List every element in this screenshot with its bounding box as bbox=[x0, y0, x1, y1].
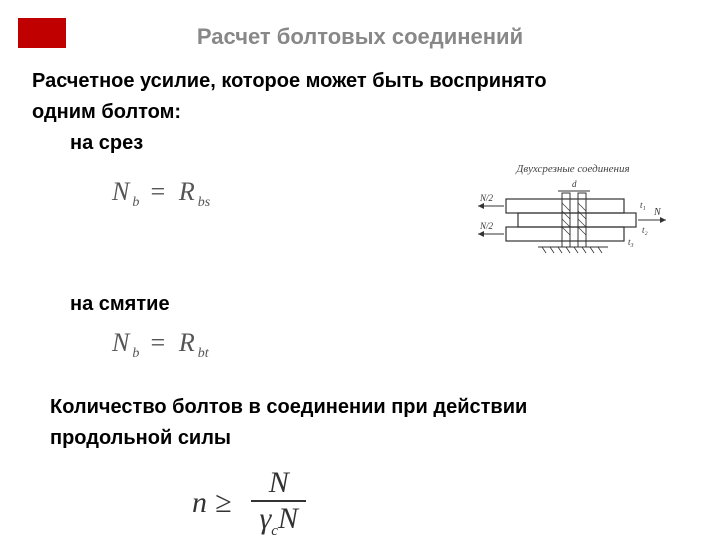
case-bearing-label: на смятие bbox=[32, 291, 688, 318]
bearing-R: R bbox=[179, 328, 198, 357]
bolt-diagram: Двухсрезные соединения bbox=[468, 163, 678, 277]
count-fraction: N γcN bbox=[251, 466, 306, 540]
bearing-N-sub: b bbox=[132, 346, 139, 361]
bearing-N: N bbox=[112, 328, 132, 357]
den-sub: c bbox=[271, 523, 278, 539]
intro-line-2: одним болтом: bbox=[32, 99, 688, 126]
shear-N-sub: b bbox=[132, 195, 139, 210]
label-n-right: N bbox=[653, 207, 662, 218]
label-t3: t₃ bbox=[628, 237, 634, 247]
count-formula: n ≥ N γcN bbox=[32, 456, 688, 540]
shear-N: N bbox=[112, 177, 132, 206]
content-area: Расчетное усилие, которое может быть вос… bbox=[0, 68, 720, 540]
bolt-diagram-svg: N/2 N/2 N t₁ t₂ t₃ d bbox=[468, 177, 678, 272]
intro-line-1: Расчетное усилие, которое может быть вос… bbox=[32, 68, 688, 95]
shear-formula: Nb = Rbs bbox=[32, 163, 210, 211]
case-shear-label: на срез bbox=[32, 130, 688, 157]
count-line-1: Количество болтов в соединении при дейст… bbox=[32, 394, 688, 421]
label-d: d bbox=[572, 179, 577, 189]
count-op: ≥ bbox=[215, 486, 231, 520]
shear-R-sub: bs bbox=[198, 195, 210, 210]
diagram-title: Двухсрезные соединения bbox=[468, 163, 678, 175]
label-n2-top: N/2 bbox=[479, 193, 494, 203]
page-title: Расчет болтовых соединений bbox=[0, 0, 720, 68]
shear-formula-row: Nb = Rbs Двухсрезные соединения bbox=[32, 163, 688, 277]
bearing-R-sub: bt bbox=[198, 346, 209, 361]
count-n: n bbox=[192, 486, 207, 520]
den-N: N bbox=[278, 502, 298, 535]
label-t1: t₁ bbox=[640, 200, 646, 210]
accent-block bbox=[18, 18, 66, 48]
label-t2: t₂ bbox=[642, 225, 648, 235]
den-gamma: γ bbox=[259, 502, 271, 535]
count-den: γcN bbox=[251, 502, 306, 540]
label-n2-bot: N/2 bbox=[479, 221, 494, 231]
count-num: N bbox=[261, 466, 297, 500]
shear-R: R bbox=[179, 177, 198, 206]
count-line-2: продольной силы bbox=[32, 425, 688, 452]
bearing-formula: Nb = Rbt bbox=[32, 322, 688, 380]
bearing-eq: = bbox=[149, 328, 170, 357]
shear-eq: = bbox=[149, 177, 170, 206]
